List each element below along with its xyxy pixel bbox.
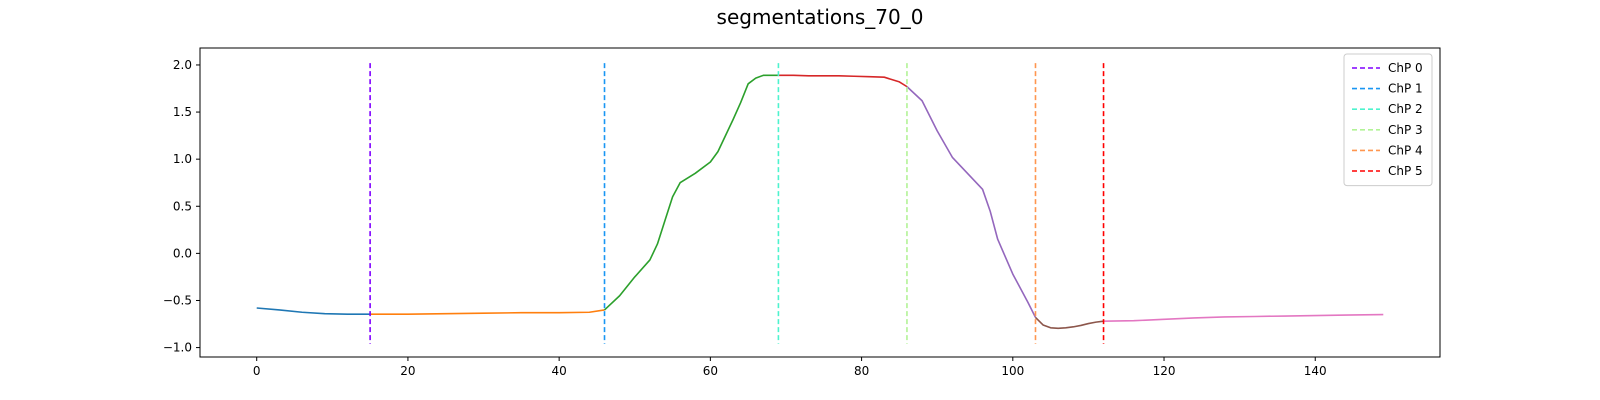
series-line-1	[370, 309, 605, 315]
legend-label: ChP 2	[1388, 102, 1423, 116]
series-line-6	[1103, 313, 1384, 322]
series-line-0	[256, 307, 371, 315]
y-tick-label: −0.5	[163, 293, 192, 307]
series-line-2	[603, 74, 779, 311]
axes: 0 20 40 60 80 100 120 140 −1.0 −0.5 0.0 0.5 1.0 1.5 2.…	[163, 47, 1441, 378]
legend: ChP 0 ChP 1 ChP 2 ChP 3 ChP 4 ChP 5	[1343, 53, 1433, 187]
x-tick-label: 60	[703, 364, 718, 378]
y-tick-label: 1.5	[173, 105, 192, 119]
series-line-3	[778, 74, 908, 88]
y-tick-label: −1.0	[163, 341, 192, 355]
x-tick-label: 0	[253, 364, 261, 378]
y-tick-label: 0.5	[173, 199, 192, 213]
legend-label: ChP 1	[1388, 82, 1423, 96]
legend-label: ChP 4	[1388, 143, 1423, 157]
y-tick-label: 2.0	[173, 58, 192, 72]
chart-title: segmentations_70_0	[717, 5, 924, 29]
series-line-5	[1034, 316, 1104, 330]
x-tick-label: 20	[400, 364, 415, 378]
x-tick-label: 80	[854, 364, 869, 378]
series-line-4	[906, 86, 1037, 318]
axes-frame	[199, 47, 1441, 358]
x-tick-label: 120	[1153, 364, 1176, 378]
legend-label: ChP 5	[1388, 164, 1423, 178]
legend-label: ChP 3	[1388, 123, 1423, 137]
legend-box	[1343, 53, 1433, 187]
y-tick-label: 1.0	[173, 152, 192, 166]
y-tick-label: 0.0	[173, 246, 192, 260]
legend-label: ChP 0	[1388, 61, 1423, 75]
plot-area	[256, 63, 1384, 344]
x-tick-label: 140	[1304, 364, 1327, 378]
x-tick-label: 40	[552, 364, 567, 378]
x-tick-label: 100	[1001, 364, 1024, 378]
